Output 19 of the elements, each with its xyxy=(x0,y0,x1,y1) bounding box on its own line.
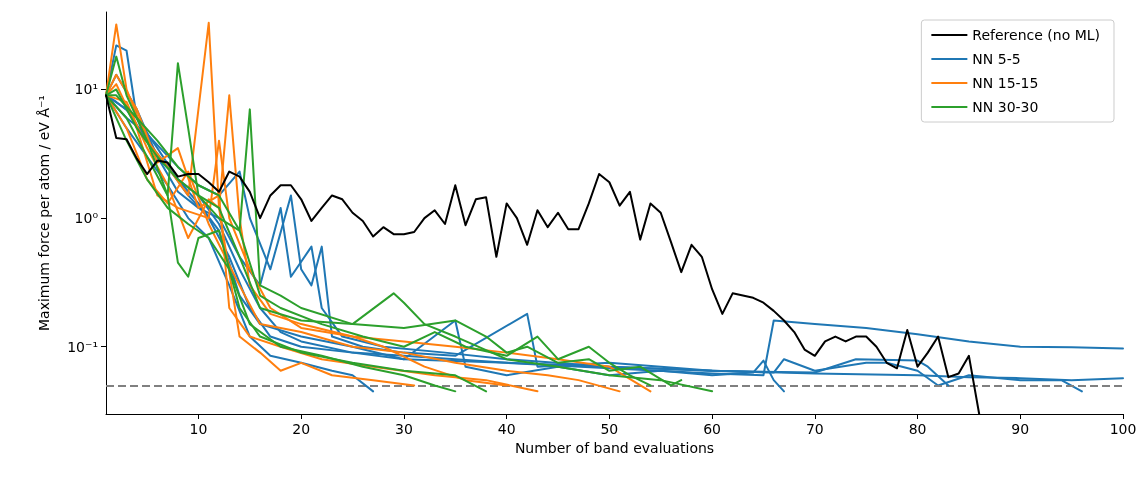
legend-label: NN 30-30 xyxy=(972,99,1039,115)
x-tick-label: 80 xyxy=(908,421,927,437)
x-axis-title: Number of band evaluations xyxy=(514,439,715,456)
x-tick-label: 60 xyxy=(703,421,721,437)
legend-label: Reference (no ML) xyxy=(972,27,1100,43)
y-tick-label: 10¹ xyxy=(74,81,98,98)
x-tick-label: 50 xyxy=(600,421,619,437)
y-tick-label: 10⁻¹ xyxy=(67,338,98,355)
legend-label: NN 15-15 xyxy=(972,75,1039,91)
x-tick-label: 20 xyxy=(292,421,311,437)
x-tick-label: 70 xyxy=(805,421,824,437)
legend-label: NN 5-5 xyxy=(972,51,1021,67)
x-tick-label: 10 xyxy=(189,421,208,437)
x-tick-label: 40 xyxy=(497,421,516,437)
x-tick-label: 30 xyxy=(395,421,413,437)
y-tick-label: 10⁰ xyxy=(74,210,99,227)
y-axis-title: Maximum force per atom / eV Å⁻¹ xyxy=(36,95,52,331)
x-tick-label: 90 xyxy=(1011,421,1030,437)
x-tick-label: 100 xyxy=(1109,421,1137,437)
